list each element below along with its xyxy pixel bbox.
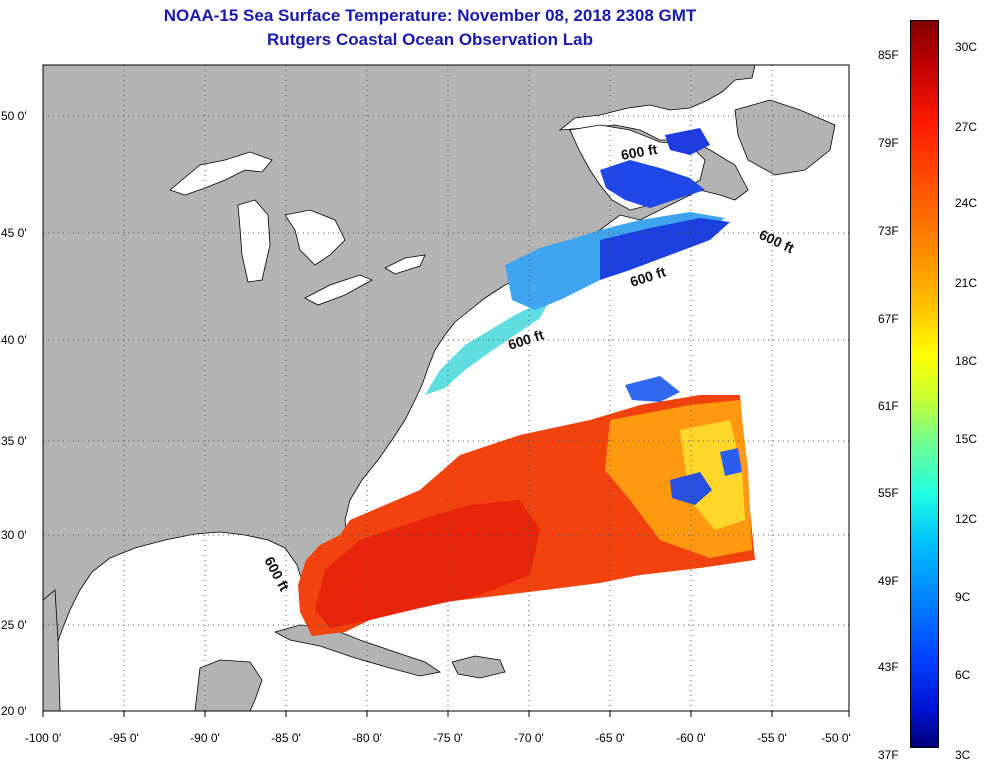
- colorbar-f-label: 61F: [878, 399, 899, 413]
- colorbar-f-label: 73F: [878, 224, 899, 238]
- colorbar-f-label: 37F: [878, 748, 899, 762]
- contour-label-1: 600 ft: [620, 141, 659, 163]
- colorbar-c-label: 15C: [955, 432, 978, 446]
- x-tick-label: -80 0': [352, 731, 382, 745]
- lake-huron: [284, 209, 346, 266]
- sst-shelf-cyan: [425, 300, 550, 395]
- x-tick-label: -50 0': [821, 731, 851, 745]
- x-tick-label: -55 0': [757, 731, 787, 745]
- sst-newfoundland-blue: [665, 128, 710, 155]
- lake-erie: [304, 274, 373, 306]
- colorbar-c-label: 18C: [955, 354, 978, 368]
- colorbar-c-label: 6C: [955, 668, 971, 682]
- colorbar-f-label: 43F: [878, 660, 899, 674]
- map-frame: [42, 64, 850, 712]
- x-tick-label: -85 0': [271, 731, 301, 745]
- land-mexico: [43, 589, 61, 711]
- colorbar-c-label: 24C: [955, 196, 978, 210]
- y-tick-label: 20 0': [1, 704, 27, 718]
- map-subtitle: Rutgers Coastal Ocean Observation Lab: [267, 30, 593, 49]
- land-hispaniola: [451, 655, 506, 679]
- map-title: NOAA-15 Sea Surface Temperature: Novembe…: [163, 6, 697, 25]
- colorbar-f-label: 55F: [878, 486, 899, 500]
- colorbar-f-label: 49F: [878, 574, 899, 588]
- lake-superior: [169, 151, 273, 196]
- colorbar-f-label: 79F: [878, 136, 899, 150]
- y-tick-label: 25 0': [1, 618, 27, 632]
- y-tick-label: 40 0': [1, 333, 27, 347]
- land-north-america: [43, 65, 756, 711]
- land-yucatan: [194, 659, 263, 711]
- colorbar-c-label: 27C: [955, 120, 978, 134]
- y-tick-label: 45 0': [1, 226, 27, 240]
- x-axis-ticks: [42, 711, 850, 717]
- colorbar-f-label: 67F: [878, 312, 899, 326]
- x-tick-label: -90 0': [190, 731, 220, 745]
- y-axis-labels: 50 0' 45 0' 40 0' 35 0' 30 0' 25 0' 20 0…: [1, 109, 27, 718]
- x-tick-label: -65 0': [595, 731, 625, 745]
- land-newfoundland: [734, 99, 836, 176]
- sst-gulf-stlawrence-blue: [600, 160, 705, 208]
- colorbar-f-label: 85F: [878, 48, 899, 62]
- x-tick-label: -95 0': [109, 731, 139, 745]
- y-tick-label: 35 0': [1, 434, 27, 448]
- x-tick-label: -70 0': [514, 731, 544, 745]
- sst-patch-blue-2: [720, 448, 742, 476]
- x-tick-label: -60 0': [676, 731, 706, 745]
- colorbar-c-label: 3C: [955, 748, 971, 762]
- colorbar-c-label: 30C: [955, 40, 978, 54]
- sst-patch-blue-3: [625, 376, 680, 402]
- sst-patch-blue-1: [670, 472, 712, 505]
- lake-ontario: [384, 254, 426, 275]
- colorbar-c-label: 21C: [955, 276, 978, 290]
- y-tick-label: 50 0': [1, 109, 27, 123]
- x-tick-label: -75 0': [433, 731, 463, 745]
- colorbar-c-label: 9C: [955, 590, 971, 604]
- y-tick-label: 30 0': [1, 528, 27, 542]
- colorbar-c-label: 12C: [955, 512, 978, 526]
- x-axis-labels: -100 0' -95 0' -90 0' -85 0' -80 0' -75 …: [25, 731, 851, 745]
- x-tick-label: -100 0': [25, 731, 61, 745]
- colorbar: [910, 20, 939, 748]
- sst-shelf-blue: [600, 218, 730, 280]
- sst-swath-red-core: [315, 500, 540, 628]
- lake-michigan: [237, 199, 271, 283]
